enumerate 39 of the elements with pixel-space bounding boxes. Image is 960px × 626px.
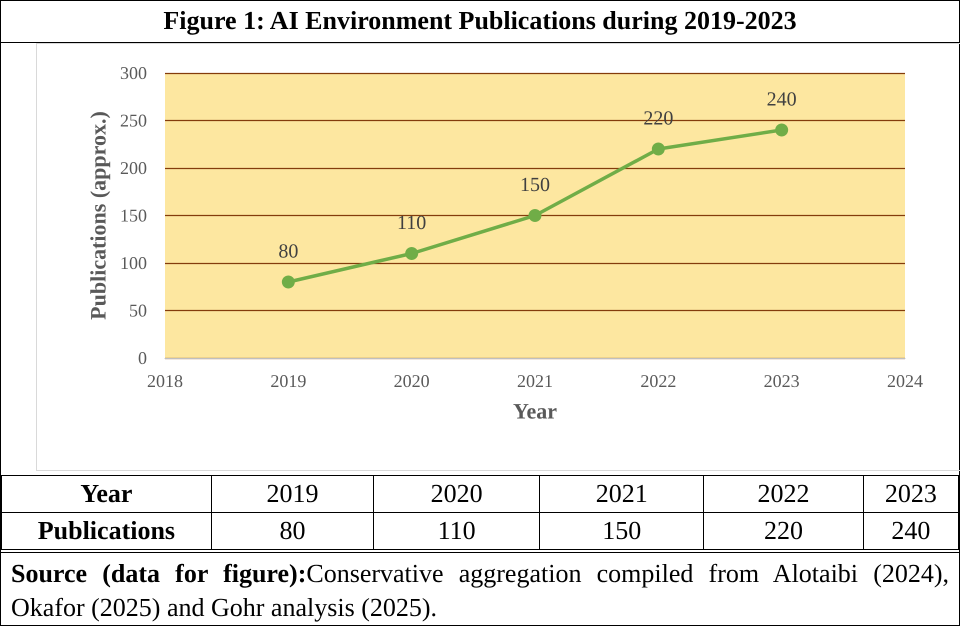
text: 2023 (863, 476, 958, 512)
point (652, 142, 665, 156)
data-label: 80 (278, 240, 298, 262)
y-tick-label: 250 (120, 110, 147, 130)
y-tick-label: 200 (120, 158, 147, 178)
text: Publications (2, 512, 212, 550)
text: 80 (211, 512, 374, 550)
text: 150 (540, 512, 704, 550)
text: 2019 (211, 476, 374, 512)
text: 240 (863, 512, 958, 550)
y-tick-label: 0 (138, 348, 147, 368)
text: Year (2, 476, 212, 512)
x-tick-label: 2019 (270, 371, 306, 391)
y-tick-label: 50 (129, 300, 147, 320)
text: 2020 (374, 476, 540, 512)
y-tick-label: 150 (120, 206, 147, 226)
y-axis-title: Publications (approx.) (86, 111, 111, 320)
y-tick-label: 100 (120, 253, 147, 273)
text: 2022 (704, 476, 864, 512)
x-tick-label: 2021 (517, 371, 553, 391)
text: 110 (374, 512, 540, 550)
point (528, 209, 542, 222)
data-label: 110 (397, 212, 426, 234)
data-label: 150 (520, 174, 550, 196)
text: 2021 (540, 476, 704, 512)
x-axis-title: Year (513, 398, 558, 424)
text: 220 (704, 512, 864, 550)
chart-title: Figure 1: AI Environment Publications during 2019-2023 (1, 1, 959, 43)
x-tick-label: 2020 (394, 371, 430, 391)
x-tick-label: 2024 (887, 371, 923, 391)
point (405, 247, 418, 260)
source-note: Source (data for figure): (11, 559, 306, 588)
y-tick-label: 300 (120, 63, 147, 83)
point (775, 124, 788, 136)
x-tick-label: 2018 (147, 371, 183, 391)
point (282, 276, 295, 288)
x-tick-label: 2023 (764, 371, 800, 391)
x-tick-label: 2022 (640, 371, 676, 391)
data-label: 240 (766, 88, 797, 110)
